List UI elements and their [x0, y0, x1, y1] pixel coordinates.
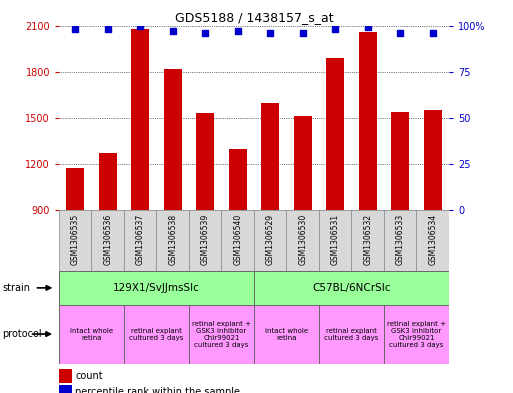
Bar	[319, 305, 384, 364]
Bar	[59, 305, 124, 364]
Bar	[91, 210, 124, 271]
Bar	[384, 210, 417, 271]
Text: GSM1306533: GSM1306533	[396, 214, 405, 265]
Point	[136, 22, 144, 29]
Bar	[189, 210, 222, 271]
Bar	[131, 29, 149, 349]
Bar	[254, 271, 449, 305]
Text: retinal explant +
GSK3 inhibitor
Chir99021
cultured 3 days: retinal explant + GSK3 inhibitor Chir990…	[387, 321, 446, 347]
Text: percentile rank within the sample: percentile rank within the sample	[75, 387, 241, 393]
Bar	[59, 210, 91, 271]
Point	[331, 26, 339, 32]
Text: GSM1306530: GSM1306530	[298, 214, 307, 265]
Bar	[66, 168, 84, 349]
Point	[396, 30, 404, 36]
Bar	[229, 149, 247, 349]
Bar	[326, 58, 344, 349]
Bar	[189, 305, 254, 364]
Bar	[254, 210, 286, 271]
Title: GDS5188 / 1438157_s_at: GDS5188 / 1438157_s_at	[174, 11, 333, 24]
Bar	[156, 210, 189, 271]
Bar	[124, 305, 189, 364]
Text: 129X1/SvJJmsSlc: 129X1/SvJJmsSlc	[113, 283, 200, 293]
Point	[299, 30, 307, 36]
Text: GSM1306531: GSM1306531	[331, 214, 340, 265]
Point	[71, 26, 80, 32]
Text: GSM1306540: GSM1306540	[233, 214, 242, 265]
Bar	[99, 153, 116, 349]
Text: intact whole
retina: intact whole retina	[265, 327, 308, 341]
Text: retinal explant +
GSK3 inhibitor
Chir99021
cultured 3 days: retinal explant + GSK3 inhibitor Chir990…	[192, 321, 251, 347]
Point	[266, 30, 274, 36]
Text: strain: strain	[3, 283, 31, 293]
Bar	[124, 210, 156, 271]
Text: GSM1306539: GSM1306539	[201, 214, 210, 265]
Bar	[164, 69, 182, 349]
Bar	[261, 103, 279, 349]
Bar	[359, 32, 377, 349]
Point	[428, 30, 437, 36]
Text: intact whole
retina: intact whole retina	[70, 327, 113, 341]
Text: retinal explant
cultured 3 days: retinal explant cultured 3 days	[129, 327, 184, 341]
Bar	[286, 210, 319, 271]
Bar	[254, 305, 319, 364]
Bar	[391, 112, 409, 349]
Point	[233, 28, 242, 34]
Point	[364, 24, 372, 31]
Text: GSM1306534: GSM1306534	[428, 214, 437, 265]
Bar	[59, 271, 254, 305]
Bar	[294, 116, 311, 349]
Bar	[417, 210, 449, 271]
Point	[169, 28, 177, 34]
Bar	[384, 305, 449, 364]
Text: GSM1306536: GSM1306536	[103, 214, 112, 265]
Text: protocol: protocol	[3, 329, 42, 339]
Point	[104, 26, 112, 32]
Bar	[222, 210, 254, 271]
Text: GSM1306529: GSM1306529	[266, 214, 274, 265]
Text: GSM1306537: GSM1306537	[136, 214, 145, 265]
Text: GSM1306535: GSM1306535	[71, 214, 80, 265]
Text: GSM1306538: GSM1306538	[168, 214, 177, 265]
Bar	[424, 110, 442, 349]
Text: GSM1306532: GSM1306532	[363, 214, 372, 265]
Text: C57BL/6NCrSlc: C57BL/6NCrSlc	[312, 283, 391, 293]
Bar	[351, 210, 384, 271]
Point	[201, 30, 209, 36]
Text: count: count	[75, 371, 103, 382]
Text: retinal explant
cultured 3 days: retinal explant cultured 3 days	[324, 327, 379, 341]
Bar	[319, 210, 351, 271]
Bar	[196, 113, 214, 349]
